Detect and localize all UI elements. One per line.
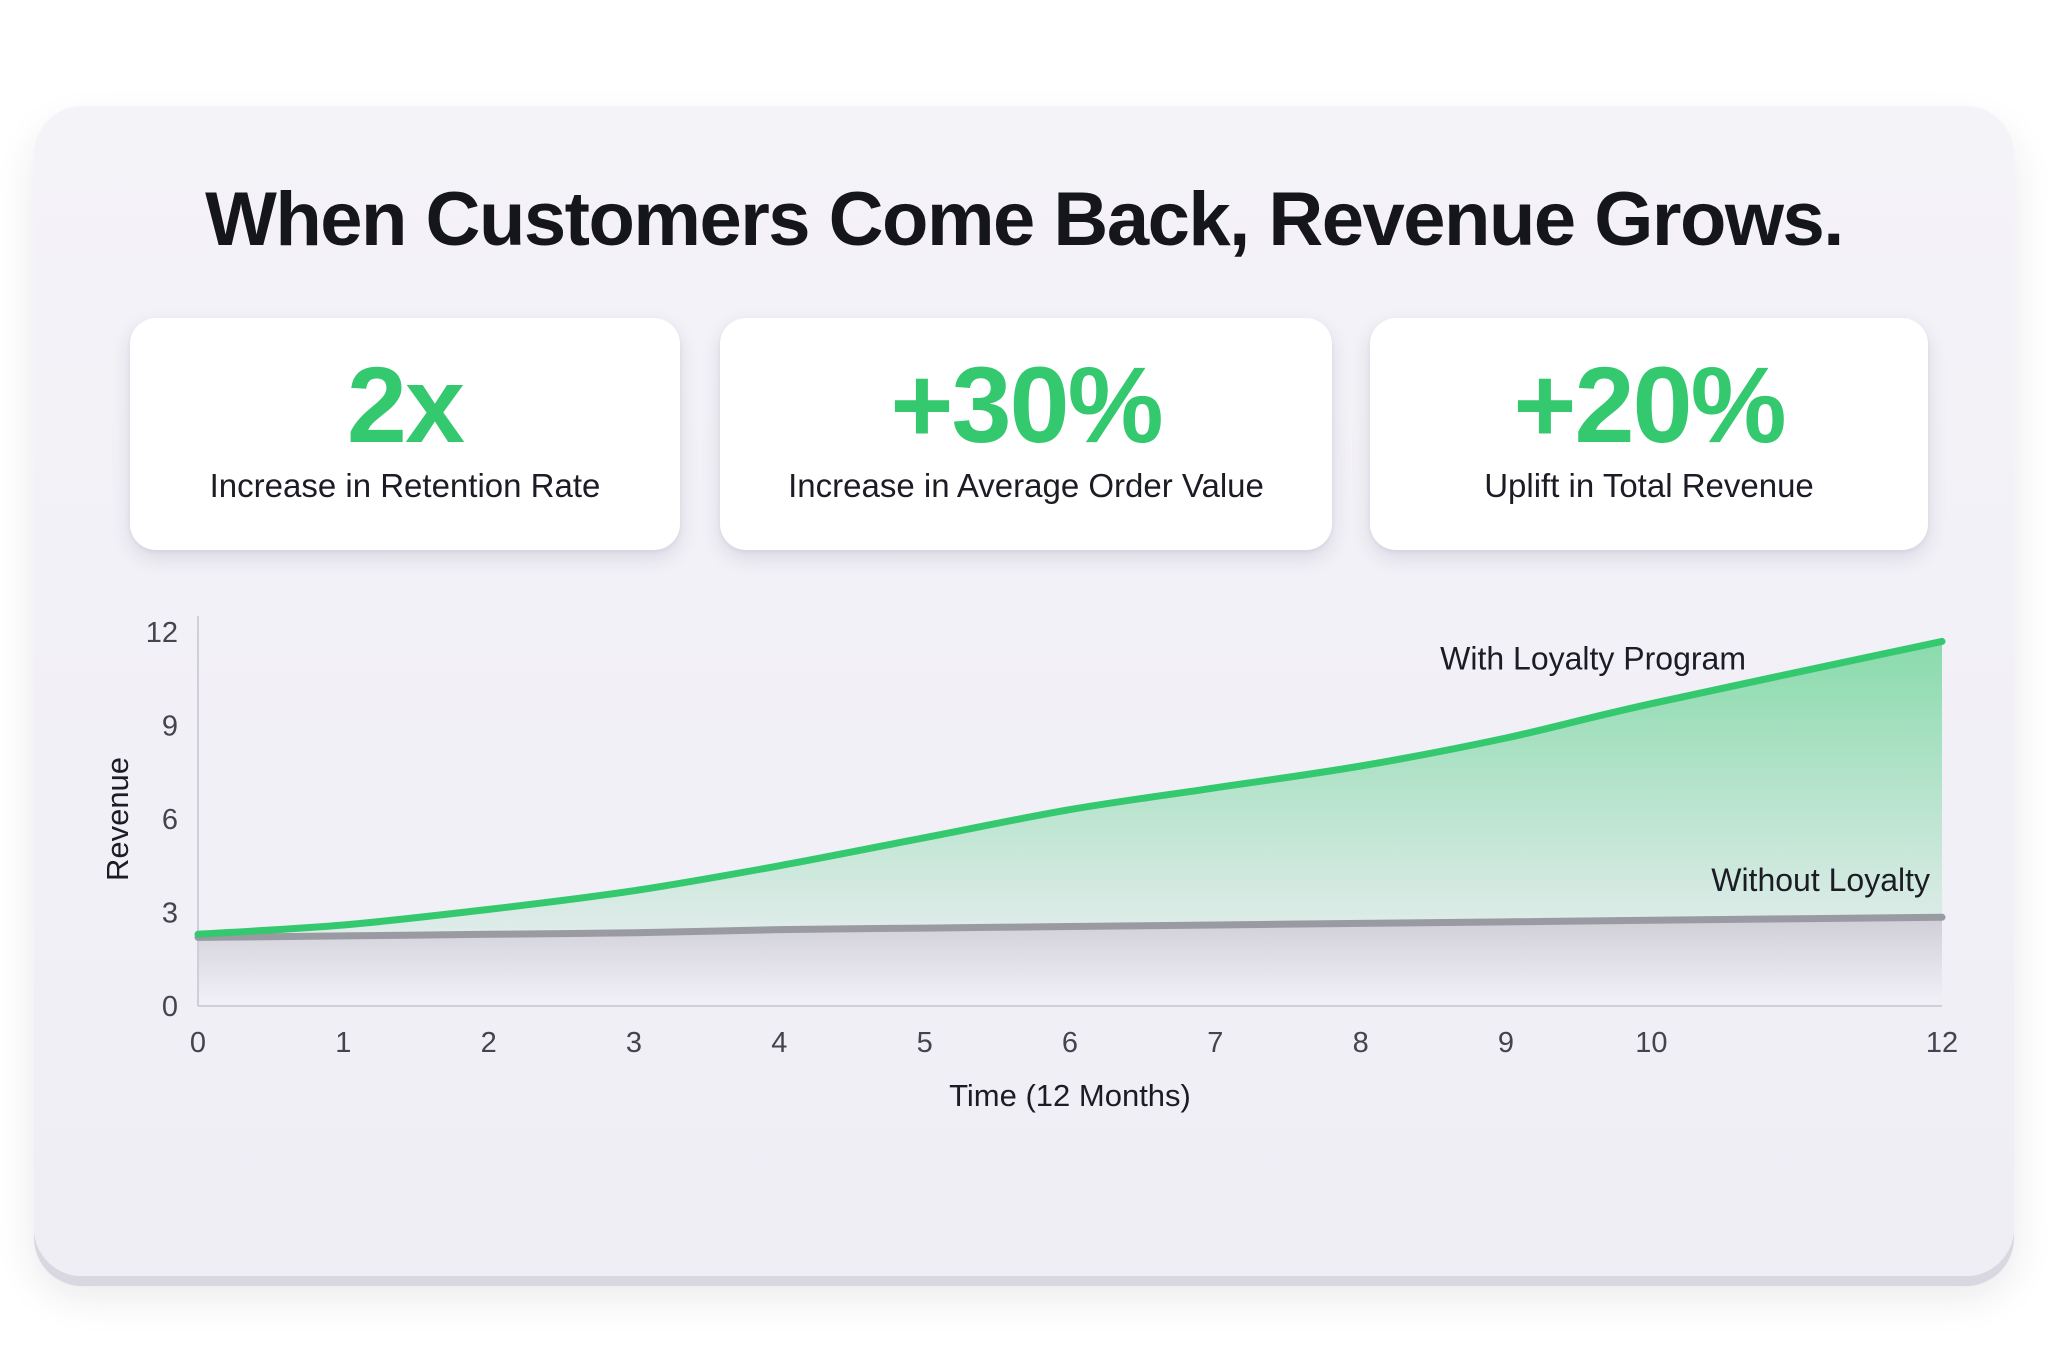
x-tick-label: 8: [1353, 1027, 1369, 1059]
stat-card-total-revenue: +20% Uplift in Total Revenue: [1370, 318, 1928, 550]
x-axis-ticks: 0 1 2 3 4 5 6 7 8 9 10 12: [190, 1027, 1958, 1059]
loyalty-gap-area: [198, 641, 1942, 938]
x-tick-label: 5: [917, 1027, 933, 1059]
x-tick-label: 2: [481, 1027, 497, 1059]
page-title: When Customers Come Back, Revenue Grows.: [205, 177, 1844, 262]
y-tick-label: 12: [146, 617, 178, 649]
y-tick-label: 3: [162, 898, 178, 930]
x-tick-label: 3: [626, 1027, 642, 1059]
x-tick-label: 12: [1926, 1027, 1958, 1059]
series-label-without-loyalty: Without Loyalty: [1711, 862, 1930, 898]
stat-label: Uplift in Total Revenue: [1484, 467, 1814, 504]
x-tick-label: 9: [1498, 1027, 1514, 1059]
x-tick-label: 7: [1207, 1027, 1223, 1059]
series-line-with-loyalty: [194, 637, 1946, 938]
y-tick-label: 6: [162, 804, 178, 836]
x-tick-label: 6: [1062, 1027, 1078, 1059]
stat-card-order-value: +30% Increase in Average Order Value: [720, 318, 1332, 550]
stat-label: Increase in Retention Rate: [209, 467, 601, 504]
stat-value: 2x: [346, 344, 465, 465]
x-tick-label: 10: [1635, 1027, 1667, 1059]
x-tick-label: 4: [771, 1027, 787, 1059]
x-tick-label: 0: [190, 1027, 206, 1059]
stat-value: +20%: [1513, 344, 1786, 465]
x-axis-title: Time (12 Months): [949, 1078, 1191, 1113]
y-axis-ticks: 0 3 6 9 12: [146, 617, 178, 1023]
y-tick-label: 0: [162, 991, 178, 1023]
series-label-with-loyalty: With Loyalty Program: [1440, 640, 1746, 676]
x-tick-label: 1: [335, 1027, 351, 1059]
series-line-without-loyalty: [194, 913, 1946, 941]
stat-label: Increase in Average Order Value: [788, 467, 1264, 504]
y-tick-label: 9: [162, 711, 178, 743]
baseline-area: [198, 917, 1942, 1000]
stat-card-retention: 2x Increase in Retention Rate: [130, 318, 680, 550]
infographic-card: When Customers Come Back, Revenue Grows.…: [34, 106, 2014, 1276]
y-axis-title: Revenue: [100, 757, 135, 881]
stat-value: +30%: [890, 344, 1163, 465]
